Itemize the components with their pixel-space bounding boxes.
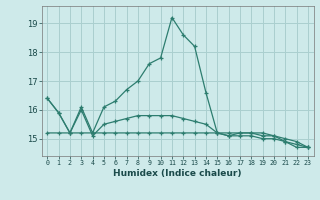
X-axis label: Humidex (Indice chaleur): Humidex (Indice chaleur) [113, 169, 242, 178]
